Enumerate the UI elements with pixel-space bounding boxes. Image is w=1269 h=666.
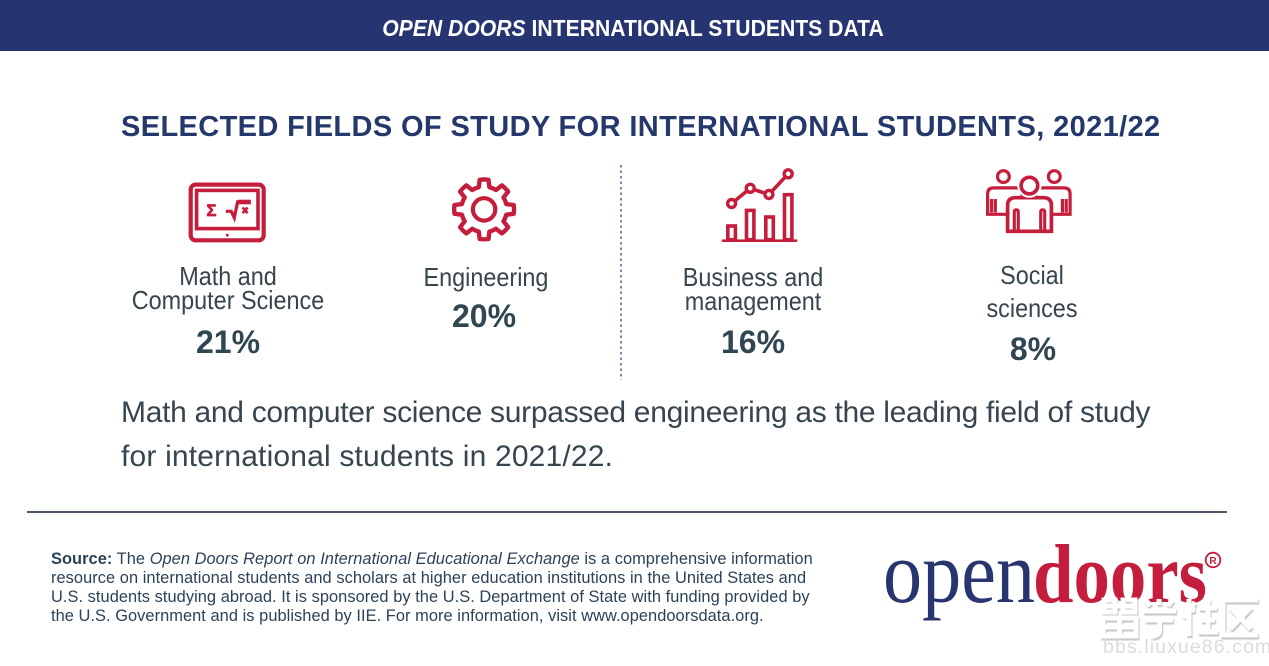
svg-text:Σ: Σ xyxy=(207,202,217,220)
svg-text:bbs.liuxue86.com: bbs.liuxue86.com xyxy=(1103,636,1269,658)
svg-text:open: open xyxy=(883,525,1035,622)
svg-text:R: R xyxy=(1209,556,1217,567)
